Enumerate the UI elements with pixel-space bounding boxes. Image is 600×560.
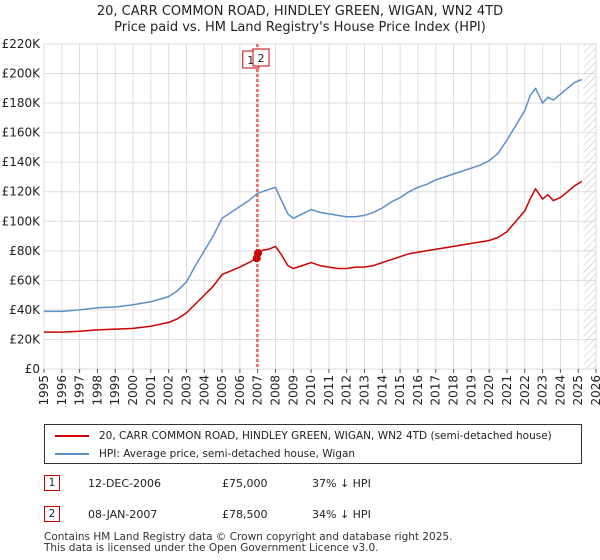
x-tick-label: 2013 — [358, 375, 372, 406]
footer-license: This data is licensed under the Open Gov… — [44, 542, 379, 554]
x-tick-label: 2002 — [162, 375, 176, 406]
y-tick-label: £0 — [25, 362, 40, 376]
forecast-region — [583, 44, 596, 369]
transaction-hpi-diff: 37% ↓ HPI — [312, 477, 371, 490]
x-tick-label: 1995 — [37, 375, 51, 406]
legend: 20, CARR COMMON ROAD, HINDLEY GREEN, WIG… — [44, 424, 582, 464]
x-tick-label: 2021 — [500, 375, 514, 406]
sale-point — [254, 249, 263, 258]
hpi-line — [44, 78, 583, 313]
transaction-date: 12-DEC-2006 — [88, 477, 162, 490]
transaction-row: 1 12-DEC-2006 £75,000 37% ↓ HPI — [44, 475, 584, 493]
y-tick-label: £120K — [2, 185, 42, 199]
legend-label-property: 20, CARR COMMON ROAD, HINDLEY GREEN, WIG… — [99, 430, 552, 442]
plot-area — [43, 43, 597, 370]
footer-copyright: Contains HM Land Registry data © Crown c… — [44, 531, 453, 543]
y-tick-label: £100K — [2, 214, 42, 228]
y-axis-ticks: £0 £20K £40K £60K £80K £100K £120K £140K £160K £1… — [2, 37, 42, 376]
transaction-price: £78,500 — [222, 508, 268, 521]
y-tick-label: £200K — [2, 67, 42, 81]
x-tick-label: 2023 — [536, 375, 550, 406]
y-tick-label: £180K — [2, 96, 42, 110]
y-tick-label: £40K — [9, 303, 41, 317]
transaction-date: 08-JAN-2007 — [88, 508, 158, 521]
forecast-hatch — [583, 44, 596, 369]
chart-subtitle: Price paid vs. HM Land Registry's House … — [114, 20, 486, 35]
y-tick-label: £140K — [2, 155, 42, 169]
sale-badge-label: 1 — [247, 54, 254, 67]
sale-badge-label: 2 — [258, 52, 265, 65]
legend-swatch-hpi — [55, 453, 89, 455]
x-tick-label: 2019 — [464, 375, 478, 406]
footer: Contains HM Land Registry data © Crown c… — [44, 532, 452, 554]
sale-marker-lines — [256, 44, 259, 369]
x-tick-label: 2006 — [233, 375, 247, 406]
x-tick-label: 2011 — [322, 375, 336, 406]
y-tick-label: £80K — [9, 244, 41, 258]
transaction-price: £75,000 — [222, 477, 268, 490]
x-tick-label: 2008 — [268, 375, 282, 406]
series-lines — [44, 78, 583, 333]
x-tick-label: 2000 — [126, 375, 140, 406]
x-tick-label: 1997 — [73, 375, 87, 406]
x-tick-label: 1999 — [108, 375, 122, 406]
y-tick-label: £20K — [9, 332, 41, 346]
y-tick-label: £60K — [9, 273, 41, 287]
x-tick-label: 2018 — [447, 375, 461, 406]
x-tick-label: 2015 — [393, 375, 407, 406]
price-chart: 20, CARR COMMON ROAD, HINDLEY GREEN, WIG… — [2, 4, 600, 406]
x-tick-label: 2025 — [571, 375, 585, 406]
property-price-line — [44, 180, 583, 333]
x-tick-label: 2009 — [286, 375, 300, 406]
chart-title: 20, CARR COMMON ROAD, HINDLEY GREEN, WIG… — [97, 4, 503, 19]
legend-item-hpi: HPI: Average price, semi-detached house,… — [55, 445, 355, 463]
legend-label-hpi: HPI: Average price, semi-detached house,… — [99, 448, 356, 460]
transaction-badge: 1 — [44, 475, 60, 491]
x-tick-label: 2001 — [144, 375, 158, 406]
x-tick-label: 2004 — [197, 375, 211, 406]
x-tick-label: 2005 — [215, 375, 229, 406]
x-tick-label: 2026 — [589, 375, 600, 406]
transaction-badge: 2 — [44, 506, 60, 522]
x-tick-label: 2010 — [304, 375, 318, 406]
grid — [43, 43, 597, 370]
x-tick-label: 2022 — [518, 375, 532, 406]
x-tick-label: 2014 — [375, 375, 389, 406]
y-tick-label: £220K — [2, 37, 42, 51]
x-tick-label: 1996 — [55, 375, 69, 406]
legend-item-property: 20, CARR COMMON ROAD, HINDLEY GREEN, WIG… — [55, 427, 552, 445]
x-tick-label: 2016 — [411, 375, 425, 406]
x-tick-label: 2024 — [553, 375, 567, 406]
x-tick-label: 2020 — [482, 375, 496, 406]
sale-points — [252, 249, 263, 263]
x-axis-ticks: 1995 1996 1997 1998 1999 2000 2001 2002 2003 2004… — [37, 369, 600, 406]
x-tick-label: 2017 — [429, 375, 443, 406]
x-tick-label: 2007 — [251, 375, 265, 406]
x-tick-label: 1998 — [90, 375, 104, 406]
legend-swatch-property — [55, 435, 89, 437]
transaction-hpi-diff: 34% ↓ HPI — [312, 508, 371, 521]
sale-badge-box — [252, 48, 270, 67]
x-tick-label: 2003 — [179, 375, 193, 406]
y-tick-label: £160K — [2, 126, 42, 140]
x-tick-label: 2012 — [340, 375, 354, 406]
transaction-row: 2 08-JAN-2007 £78,500 34% ↓ HPI — [44, 506, 584, 524]
